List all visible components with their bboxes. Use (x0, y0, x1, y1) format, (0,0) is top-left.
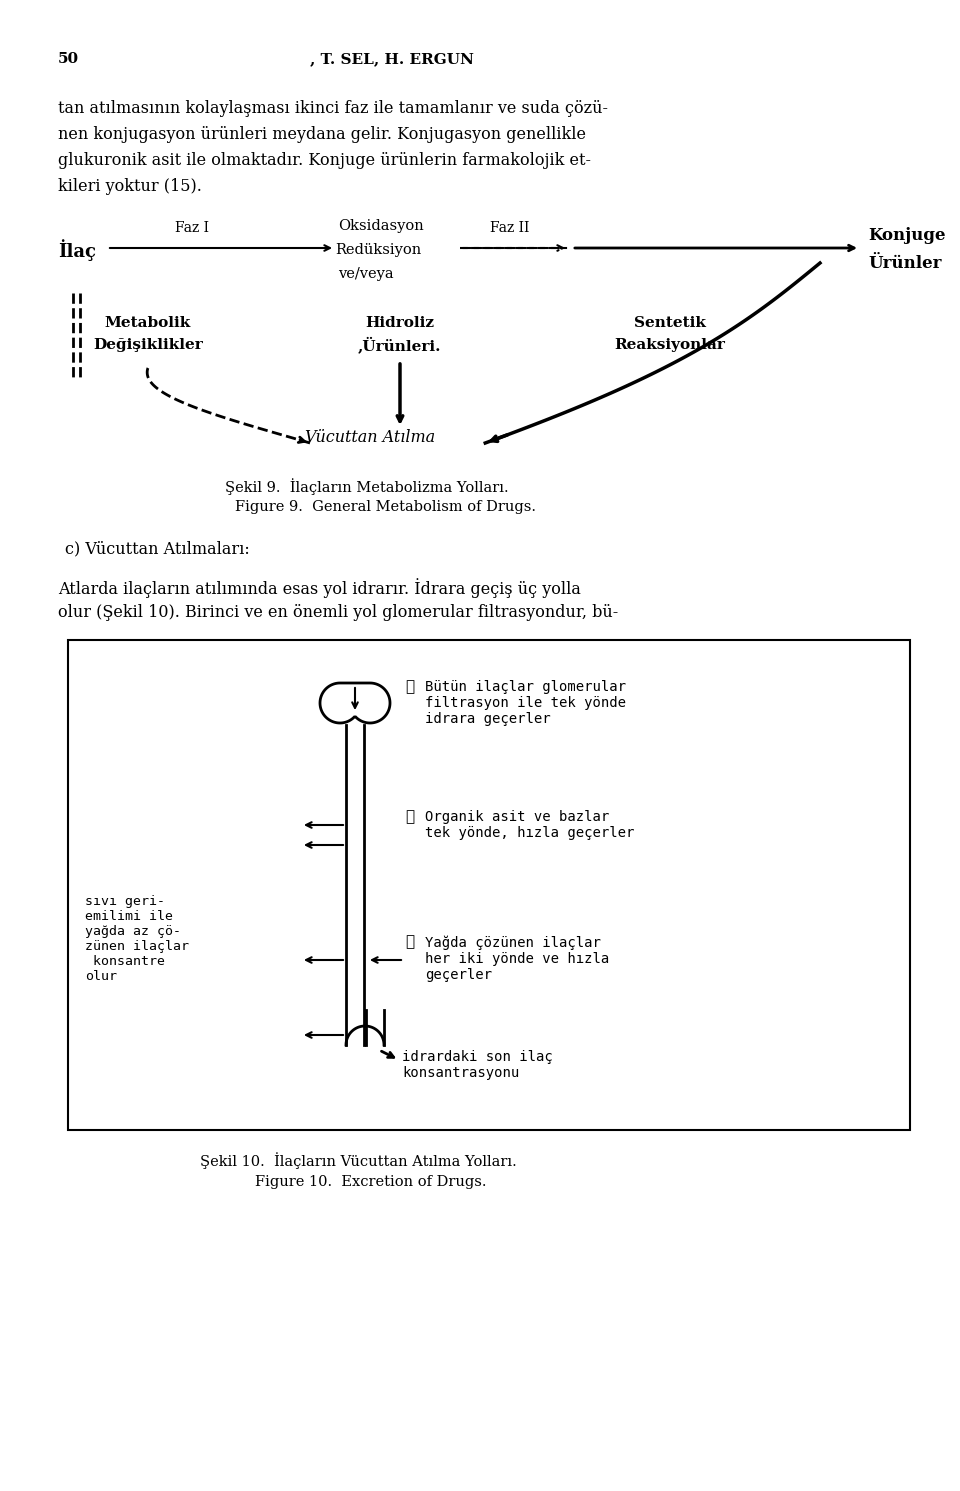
Text: Bütün ilaçlar glomerular
filtrasyon ile tek yönde
idrara geçerler: Bütün ilaçlar glomerular filtrasyon ile … (425, 680, 626, 726)
Text: nen konjugasyon ürünleri meydana gelir. Konjugasyon genellikle: nen konjugasyon ürünleri meydana gelir. … (58, 127, 586, 143)
Text: Şekil 9.  İlaçların Metabolizma Yolları.: Şekil 9. İlaçların Metabolizma Yolları. (225, 479, 509, 495)
Text: ③: ③ (405, 935, 414, 948)
Text: Şekil 10.  İlaçların Vücuttan Atılma Yolları.: Şekil 10. İlaçların Vücuttan Atılma Yoll… (200, 1153, 516, 1169)
Text: ②: ② (405, 810, 414, 825)
Text: İlaç: İlaç (58, 239, 96, 261)
Text: Sentetik: Sentetik (634, 316, 706, 330)
Text: Atlarda ilaçların atılımında esas yol idrarır. İdrara geçiş üç yolla: Atlarda ilaçların atılımında esas yol id… (58, 579, 581, 598)
Text: Oksidasyon: Oksidasyon (338, 219, 423, 233)
Text: ve/veya: ve/veya (338, 267, 394, 280)
Text: Faz II: Faz II (490, 221, 529, 236)
Text: Hidroliz: Hidroliz (366, 316, 435, 330)
Text: ,Ürünleri.: ,Ürünleri. (358, 337, 442, 353)
Text: Yağda çözünen ilaçlar
her iki yönde ve hızla
geçerler: Yağda çözünen ilaçlar her iki yönde ve h… (425, 935, 610, 983)
Text: Figure 9.  General Metabolism of Drugs.: Figure 9. General Metabolism of Drugs. (235, 499, 536, 514)
Text: c) Vücuttan Atılmaları:: c) Vücuttan Atılmaları: (65, 540, 250, 558)
Text: Ürünler: Ürünler (868, 255, 942, 273)
Text: kileri yoktur (15).: kileri yoktur (15). (58, 177, 202, 195)
Text: Organik asit ve bazlar
tek yönde, hızla geçerler: Organik asit ve bazlar tek yönde, hızla … (425, 810, 635, 841)
Text: idrardaki son ilaç
konsantrasyonu: idrardaki son ilaç konsantrasyonu (402, 1050, 553, 1079)
Text: Redüksiyon: Redüksiyon (335, 243, 421, 256)
Text: Faz I: Faz I (175, 221, 209, 236)
Text: Vücuttan Atılma: Vücuttan Atılma (305, 429, 435, 446)
Text: 50: 50 (58, 52, 79, 66)
Text: Figure 10.  Excretion of Drugs.: Figure 10. Excretion of Drugs. (255, 1175, 487, 1188)
Text: Değişiklikler: Değişiklikler (93, 338, 203, 352)
Text: sıvı geri-
emilimi ile
yağda az çö-
zünen ilaçlar
 konsantre
olur: sıvı geri- emilimi ile yağda az çö- züne… (85, 895, 189, 983)
Text: Metabolik: Metabolik (105, 316, 191, 330)
Text: Konjuge: Konjuge (868, 228, 946, 245)
Text: tan atılmasının kolaylaşması ikinci faz ile tamamlanır ve suda çözü-: tan atılmasının kolaylaşması ikinci faz … (58, 100, 608, 116)
Text: , T. SEL, H. ERGUN: , T. SEL, H. ERGUN (310, 52, 474, 66)
Bar (68, 640, 910, 1130)
Text: glukuronik asit ile olmaktadır. Konjuge ürünlerin farmakolojik et-: glukuronik asit ile olmaktadır. Konjuge … (58, 152, 591, 168)
Text: olur (Şekil 10). Birinci ve en önemli yol glomerular filtrasyondur, bü-: olur (Şekil 10). Birinci ve en önemli yo… (58, 604, 618, 620)
Text: Reaksiyonlar: Reaksiyonlar (614, 338, 726, 352)
Text: ①: ① (405, 680, 414, 693)
